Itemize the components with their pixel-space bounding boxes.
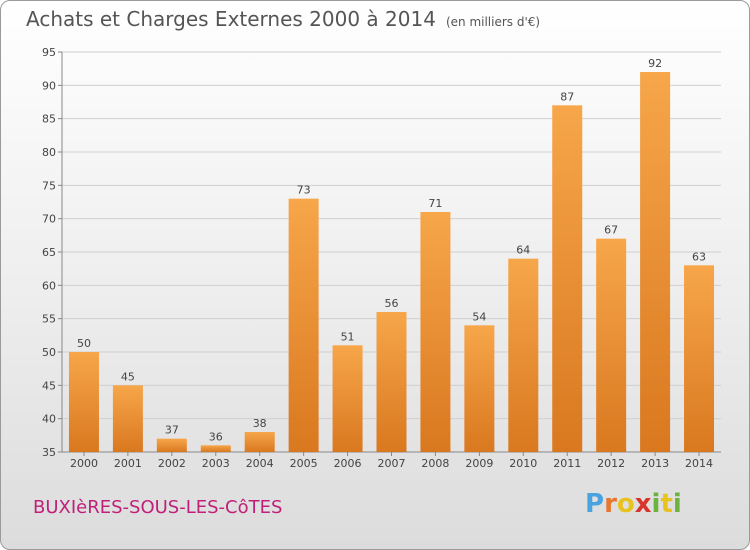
bar [200, 445, 231, 452]
bar [288, 198, 319, 452]
logo-letter: i [672, 489, 682, 519]
y-tick-label: 50 [42, 346, 56, 359]
y-tick-label: 95 [42, 46, 56, 59]
data-label: 51 [341, 330, 355, 343]
bar [420, 212, 451, 452]
y-tick-label: 35 [42, 446, 56, 459]
logo-letter: i [651, 489, 661, 519]
data-label: 45 [121, 370, 135, 383]
data-label: 71 [428, 197, 442, 210]
x-tick-label: 2013 [641, 457, 669, 470]
y-tick-label: 70 [42, 213, 56, 226]
y-tick-label: 65 [42, 246, 56, 259]
y-tick-label: 45 [42, 379, 56, 392]
bar [68, 352, 99, 452]
x-tick-label: 2012 [597, 457, 625, 470]
proxiti-logo: Proxiti [585, 489, 682, 519]
bar [244, 432, 275, 452]
data-label: 73 [297, 184, 311, 197]
bar [508, 258, 539, 452]
y-tick-label: 80 [42, 146, 56, 159]
data-label: 67 [604, 224, 618, 237]
x-tick-label: 2011 [553, 457, 581, 470]
x-tick-label: 2007 [378, 457, 406, 470]
data-label: 87 [560, 90, 574, 103]
x-tick-label: 2005 [290, 457, 318, 470]
x-tick-label: 2002 [158, 457, 186, 470]
data-label: 36 [209, 430, 223, 443]
chart-title: Achats et Charges Externes 2000 à 2014 (e… [26, 7, 540, 31]
bar [464, 325, 495, 452]
chart-unit: (en milliers d'€) [445, 15, 541, 29]
data-label: 54 [472, 310, 486, 323]
y-tick-label: 60 [42, 279, 56, 292]
data-label: 56 [385, 297, 399, 310]
bar [112, 385, 143, 452]
x-tick-label: 2000 [70, 457, 98, 470]
logo-letter: t [660, 489, 673, 519]
x-tick-label: 2008 [421, 457, 449, 470]
data-label: 50 [77, 337, 91, 350]
y-tick-label: 55 [42, 313, 56, 326]
place-name: BUXIèRES-SOUS-LES-CôTES [33, 497, 283, 518]
x-tick-label: 2009 [465, 457, 493, 470]
logo-letter: x [634, 489, 652, 519]
bar [332, 345, 363, 452]
bar [156, 438, 187, 452]
y-tick-label: 85 [42, 113, 56, 126]
data-label: 92 [648, 57, 662, 70]
x-tick-label: 2003 [202, 457, 230, 470]
bar [376, 312, 407, 452]
chart-title-text: Achats et Charges Externes 2000 à 2014 [26, 7, 436, 31]
bar [684, 265, 715, 452]
y-tick-label: 40 [42, 413, 56, 426]
logo-letter: r [604, 489, 617, 519]
x-tick-label: 2004 [246, 457, 274, 470]
x-tick-label: 2014 [685, 457, 713, 470]
data-label: 38 [253, 417, 267, 430]
x-tick-label: 2010 [509, 457, 537, 470]
bar [552, 105, 583, 452]
data-label: 37 [165, 424, 179, 437]
x-tick-label: 2001 [114, 457, 142, 470]
data-label: 64 [516, 244, 530, 257]
x-tick-label: 2006 [334, 457, 362, 470]
bar [640, 72, 671, 452]
bar [596, 238, 627, 452]
data-label: 63 [692, 250, 706, 263]
y-tick-label: 90 [42, 79, 56, 92]
y-tick-label: 75 [42, 179, 56, 192]
logo-letter: o [616, 489, 635, 519]
logo-letter: P [585, 489, 605, 519]
